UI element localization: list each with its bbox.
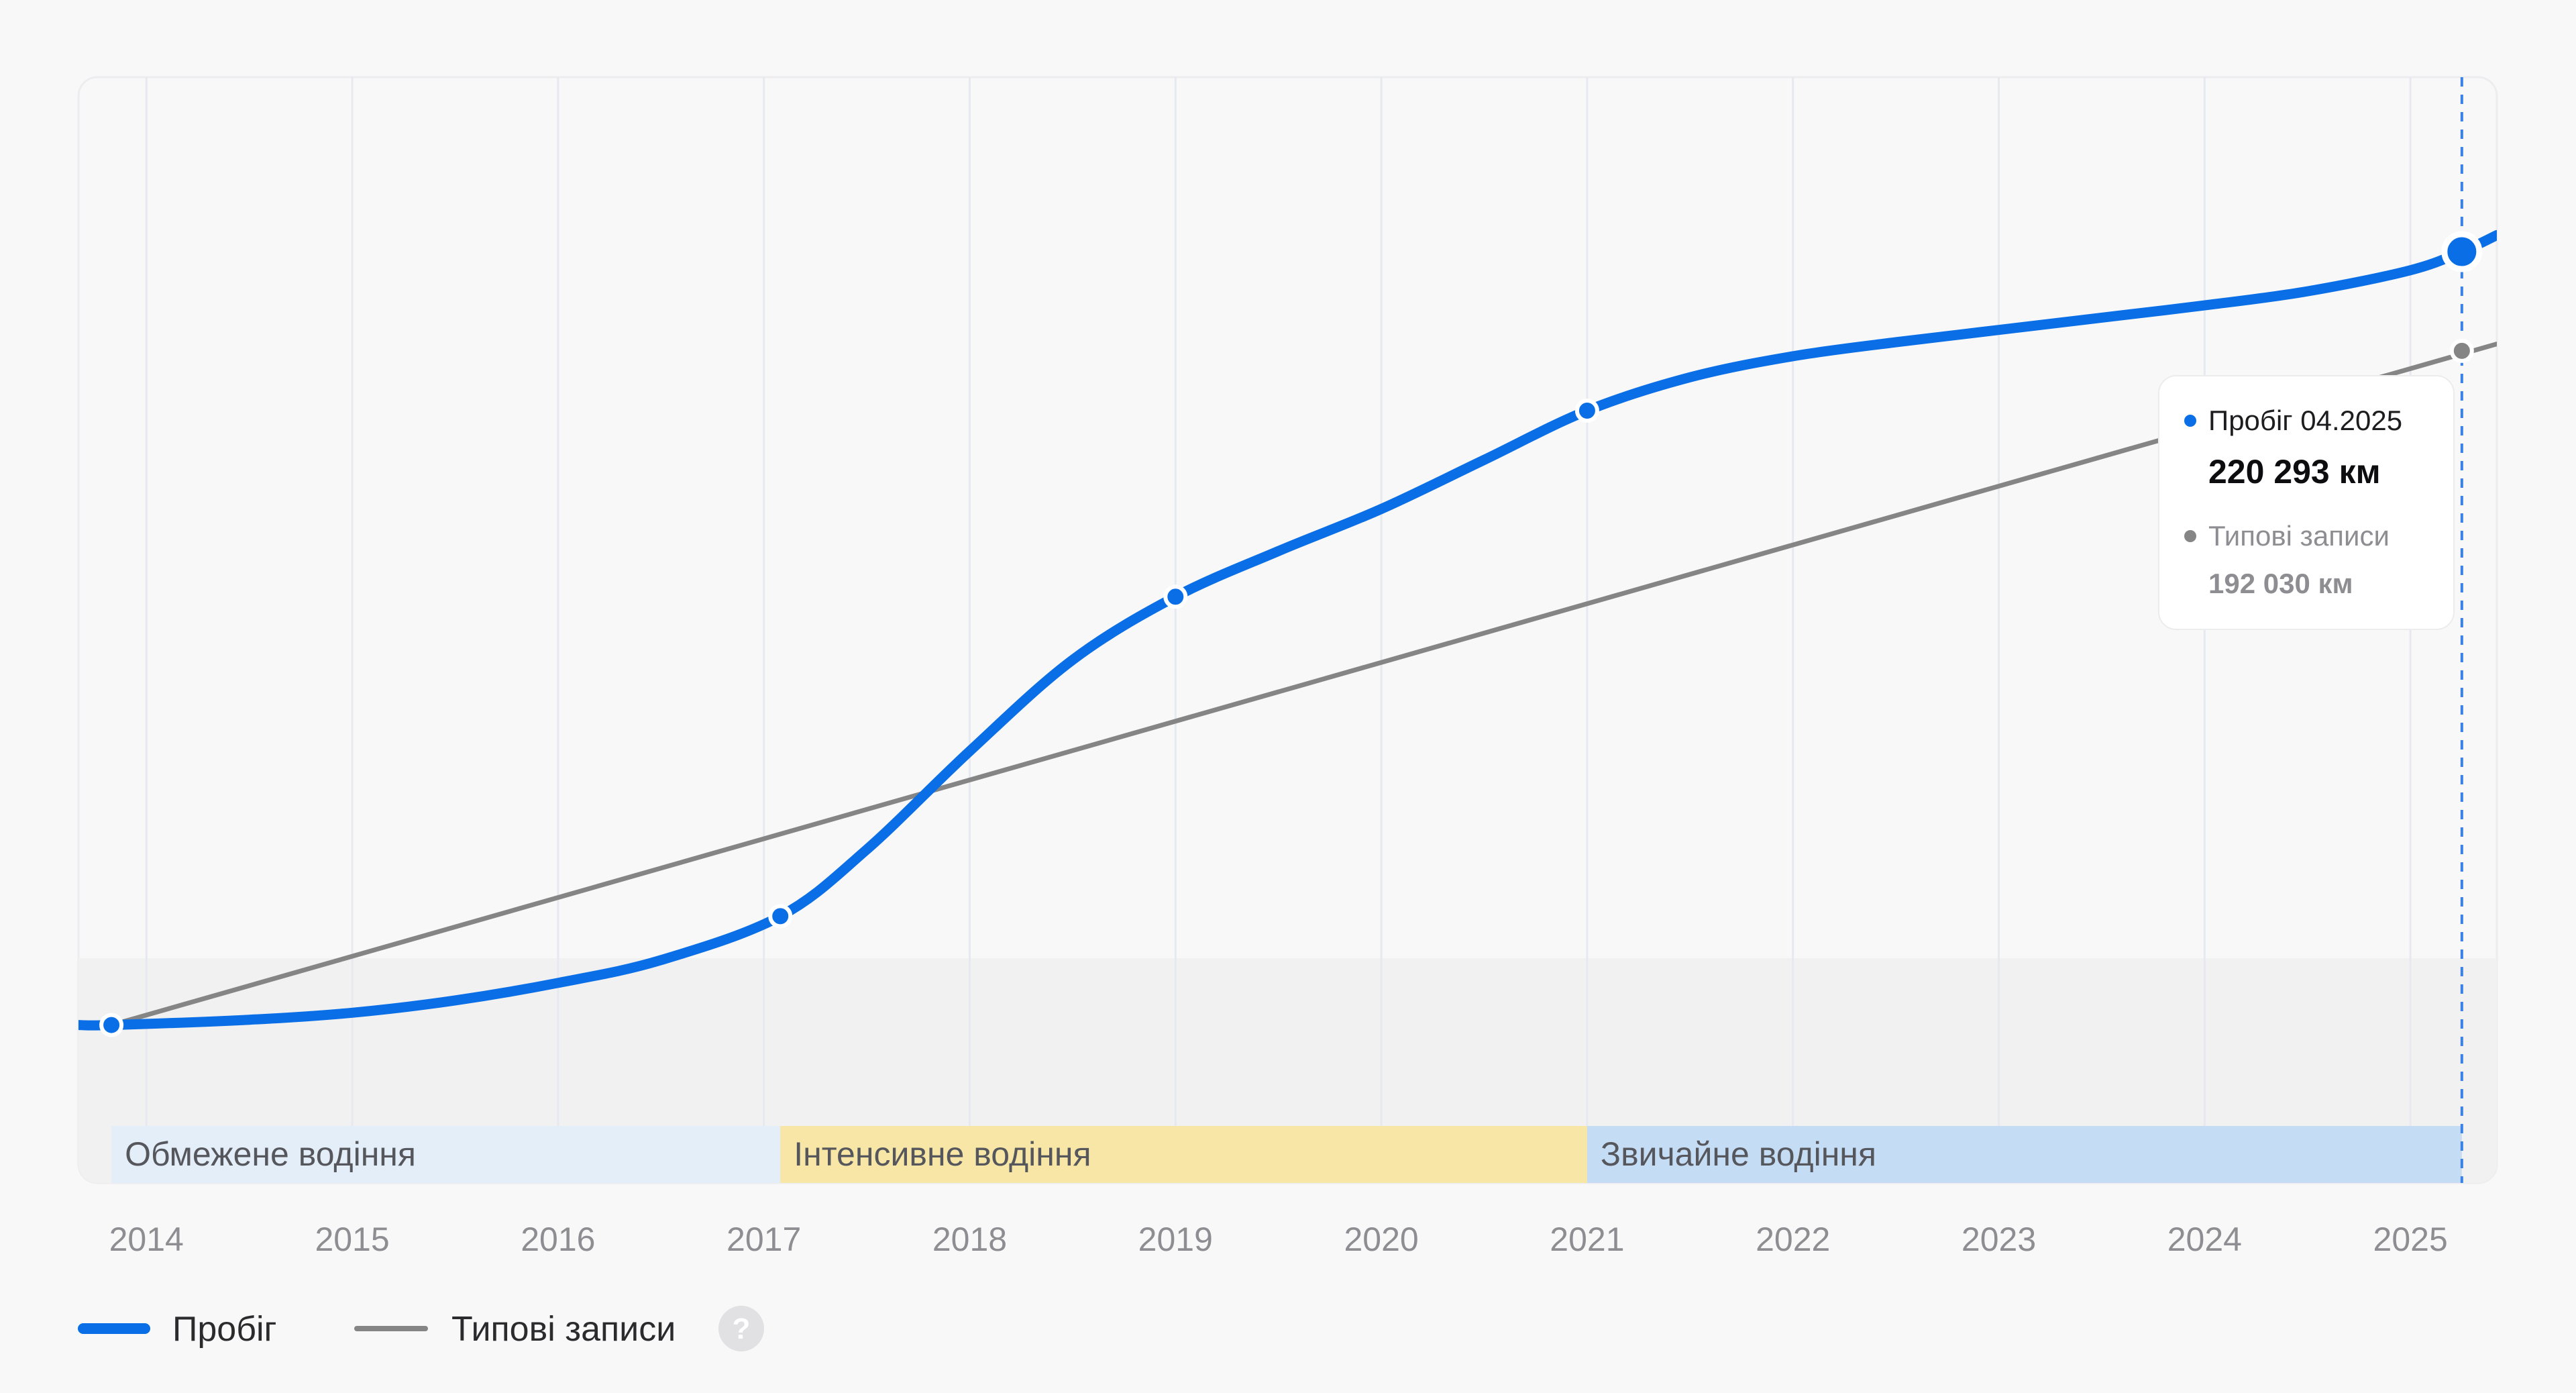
- tooltip-typical-label: Типові записи: [2208, 520, 2390, 552]
- legend-typical-label: Типові записи: [451, 1310, 676, 1349]
- typical-hover-point[interactable]: [2449, 338, 2474, 363]
- mileage-line: [78, 229, 2497, 1031]
- hover-tooltip: Пробіг 04.2025 220 293 км Типові записи …: [2158, 375, 2455, 630]
- mileage-point-0[interactable]: [99, 1013, 124, 1037]
- mileage-point-markers: [99, 399, 1599, 1037]
- x-tick-2014: 2014: [109, 1221, 184, 1258]
- x-tick-2024: 2024: [2167, 1221, 2242, 1258]
- x-tick-2020: 2020: [1344, 1221, 1418, 1258]
- tooltip-card: [2158, 375, 2455, 630]
- help-button[interactable]: ?: [718, 1306, 764, 1351]
- tooltip-mileage-value: 220 293 км: [2208, 453, 2381, 491]
- band-2: [1587, 1126, 2462, 1183]
- legend: Пробіг Типові записи ?: [78, 1306, 764, 1351]
- help-icon-glyph: ?: [733, 1312, 751, 1345]
- x-tick-2019: 2019: [1138, 1221, 1213, 1258]
- band-label-2: Звичайне водіння: [1601, 1135, 1876, 1173]
- tooltip-typical-dot: [2184, 530, 2196, 542]
- x-tick-2015: 2015: [315, 1221, 389, 1258]
- x-tick-2018: 2018: [932, 1221, 1007, 1258]
- x-tick-2023: 2023: [1962, 1221, 2036, 1258]
- x-tick-2025: 2025: [2373, 1221, 2448, 1258]
- x-tick-2021: 2021: [1550, 1221, 1624, 1258]
- x-tick-2016: 2016: [521, 1221, 595, 1258]
- legend-mileage-label: Пробіг: [172, 1310, 277, 1349]
- mileage-point-2[interactable]: [1163, 584, 1188, 609]
- tooltip-mileage-dot: [2184, 415, 2196, 427]
- x-tick-2017: 2017: [727, 1221, 801, 1258]
- driving-bands: Обмежене водіння Інтенсивне водіння Звичай…: [111, 1126, 2462, 1183]
- band-label-0: Обмежене водіння: [125, 1135, 416, 1173]
- tooltip-typical-value: 192 030 км: [2208, 568, 2353, 599]
- band-1: [780, 1126, 1587, 1183]
- mileage-point-3[interactable]: [1574, 399, 1599, 423]
- mileage-point-1[interactable]: [768, 904, 793, 929]
- mileage-hover-point[interactable]: [2441, 231, 2483, 272]
- help-icon[interactable]: [718, 1306, 764, 1351]
- x-axis-tick-labels: 2014 2015 2016 2017 2018 2019 2020 2021 2022 2023…: [109, 1221, 2448, 1258]
- x-tick-2022: 2022: [1756, 1221, 1830, 1258]
- band-label-1: Інтенсивне водіння: [794, 1135, 1091, 1173]
- band-0: [111, 1126, 781, 1183]
- tooltip-mileage-label: Пробіг 04.2025: [2208, 405, 2402, 436]
